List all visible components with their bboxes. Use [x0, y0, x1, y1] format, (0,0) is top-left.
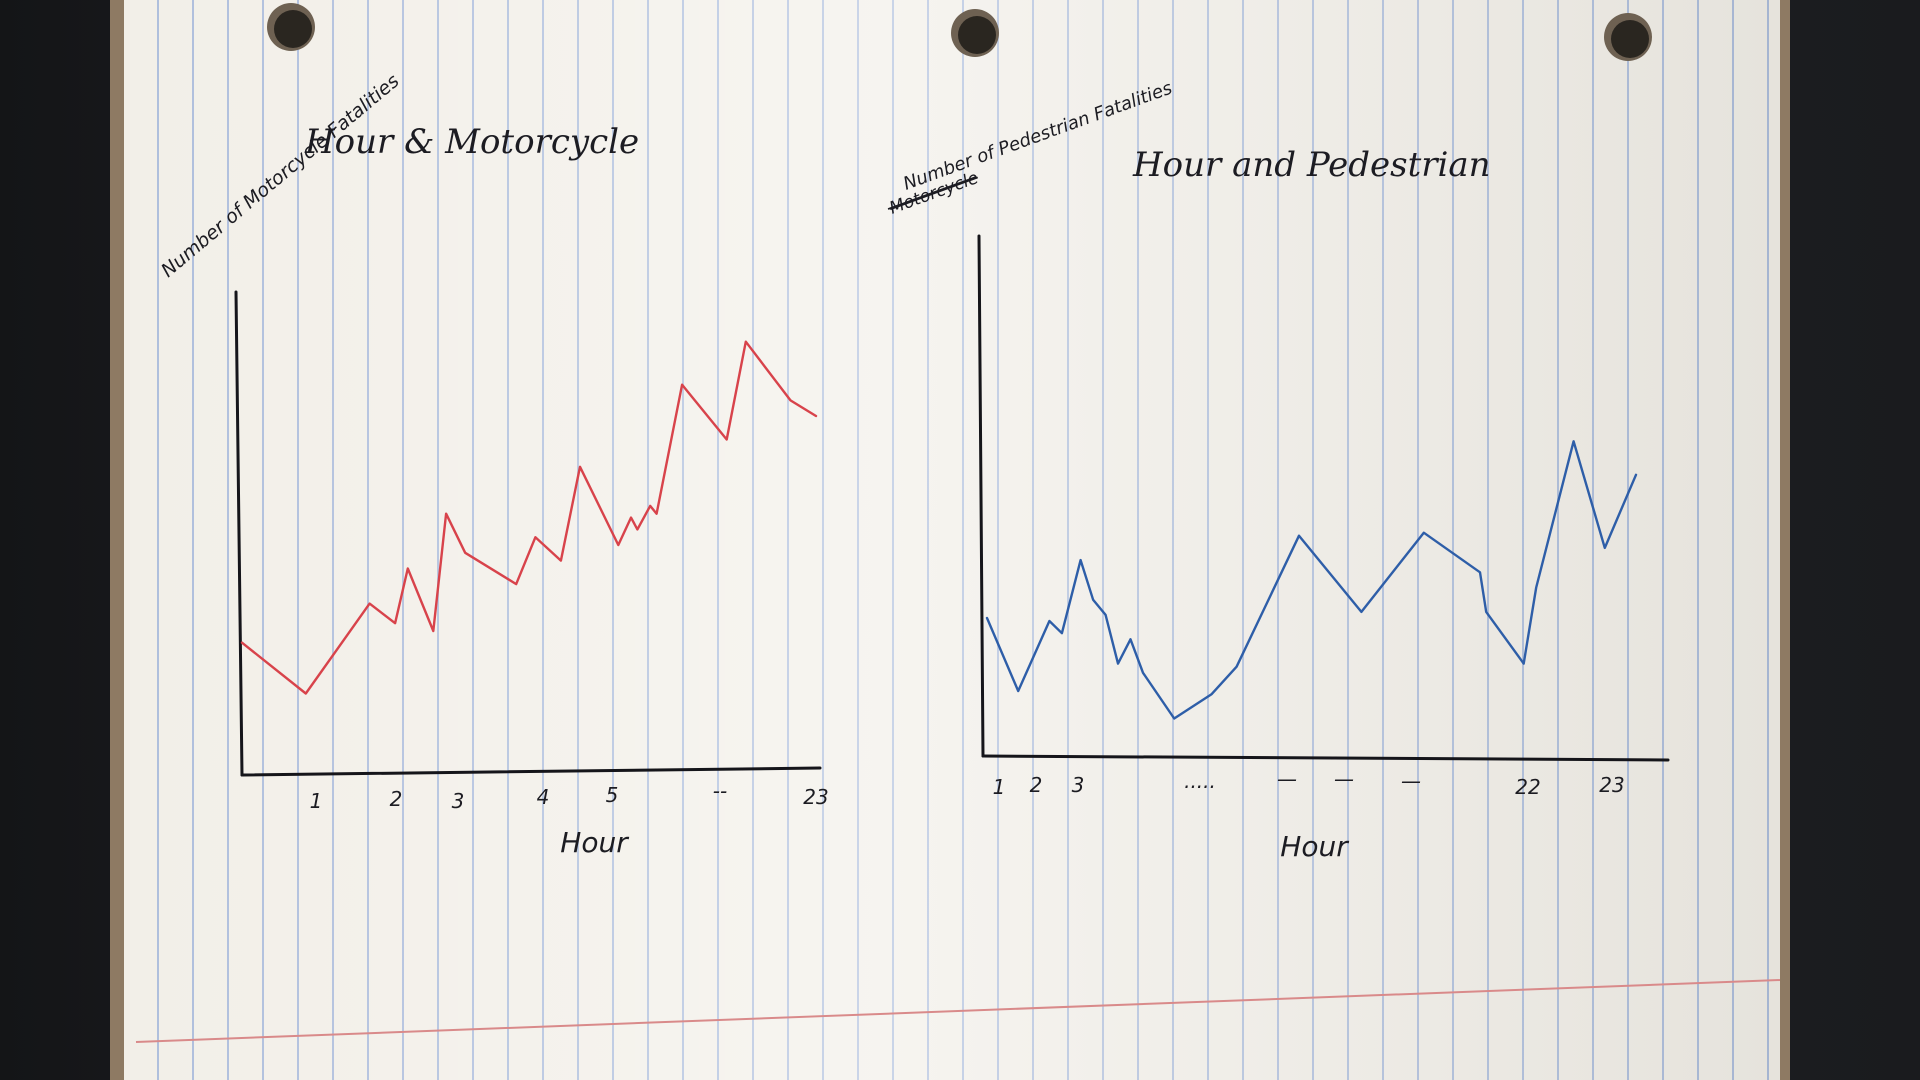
notebook-page: [124, 0, 1780, 1080]
strike-through-mark: [887, 176, 977, 210]
tick-label: 2: [1030, 773, 1043, 797]
tick-label: 3: [452, 789, 465, 813]
binder-hole-left: [267, 3, 315, 51]
y-axis: [234, 290, 244, 777]
tick-label: 1: [310, 789, 323, 813]
tick-label: 2: [390, 787, 403, 811]
tick-label: 1: [993, 775, 1006, 799]
tick-label: 5: [606, 783, 619, 807]
x-axis-label: Hour: [1280, 830, 1349, 863]
motorcycle-chart: Hour & Motorcycle Number of Motorcycle F…: [157, 70, 829, 859]
x-tick-labels: 1 2 3 4 5 -- 23: [310, 779, 829, 813]
tick-label: —: [1334, 767, 1354, 791]
binder-hole-right: [1604, 13, 1652, 61]
tick-label: —: [1277, 767, 1297, 791]
tick-label: 22: [1515, 775, 1540, 799]
series-line-motorcycle: [240, 340, 818, 695]
tick-label: .....: [1184, 769, 1216, 793]
tick-label: 23: [803, 785, 828, 809]
chart-title: Hour & Motorcycle: [304, 122, 639, 162]
tick-label: --: [713, 779, 727, 803]
margin-line: [135, 979, 1781, 1043]
chart-title: Hour and Pedestrian: [1132, 145, 1491, 185]
pedestrian-chart: Hour and Pedestrian Number of Pedestrian…: [887, 78, 1670, 863]
x-axis: [240, 766, 822, 777]
tick-label: 3: [1072, 773, 1085, 797]
tick-label: —: [1401, 769, 1421, 793]
series-line-pedestrian: [985, 440, 1638, 720]
binder-hole-middle: [951, 9, 999, 57]
y-axis-label: Number of Motorcycle Fatalities: [157, 70, 404, 282]
x-axis-label: Hour: [560, 826, 629, 859]
x-tick-labels: 1 2 3 ..... — — — 22 23: [993, 767, 1625, 799]
tick-label: 23: [1599, 773, 1624, 797]
tick-label: 4: [537, 785, 550, 809]
x-axis: [981, 754, 1670, 762]
y-axis: [977, 234, 985, 758]
